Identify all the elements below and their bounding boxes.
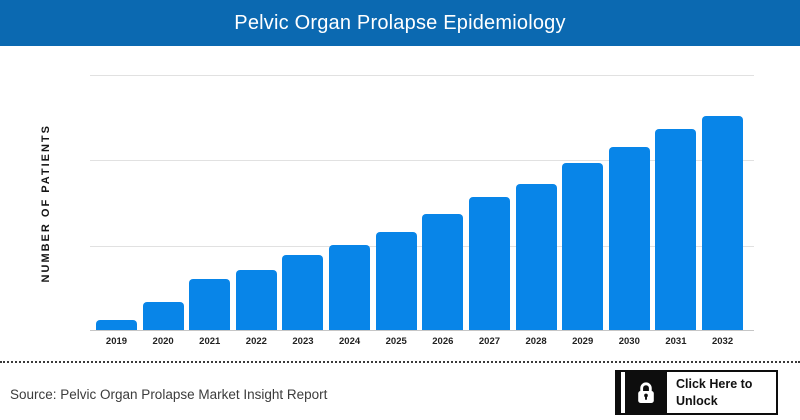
bar-2021 (189, 278, 231, 330)
gridline (90, 75, 754, 76)
bar-2031 (655, 128, 697, 330)
bar-2019 (96, 319, 137, 330)
unlock-label-line1: Click Here to (676, 377, 753, 392)
bar-2032 (702, 115, 744, 330)
lock-icon (625, 372, 667, 413)
plot-area: 2019 2020 2021 2022 2023 2024 2025 2026 2027 2028… (90, 75, 754, 347)
bar-2027 (468, 196, 510, 330)
unlock-button-label: Click Here to Unlock (667, 372, 776, 413)
x-tick-2023: 2023 (292, 336, 314, 347)
x-tick-2027: 2027 (478, 336, 501, 347)
bar-2029 (562, 162, 604, 330)
x-tick-2021: 2021 (199, 336, 221, 347)
bar-2025 (375, 231, 417, 330)
y-axis-label: NUMBER OF PATIENTS (40, 123, 52, 283)
button-left-stripe (617, 372, 621, 413)
bar-2020 (142, 301, 184, 330)
x-tick-2031: 2031 (665, 336, 687, 347)
x-tick-2024: 2024 (339, 336, 361, 347)
gridline (90, 245, 754, 247)
button-gap (621, 372, 625, 413)
bar-2023 (282, 254, 324, 330)
unlock-button[interactable]: Click Here to Unlock (615, 370, 778, 415)
x-tick-2032: 2032 (711, 336, 734, 347)
bar-2028 (515, 184, 557, 330)
page-title: Pelvic Organ Prolapse Epidemiology (234, 11, 566, 34)
bar-2022 (235, 270, 277, 330)
x-tick-2028: 2028 (525, 336, 547, 347)
x-tick-2019: 2019 (105, 336, 128, 347)
source-text: Source: Pelvic Organ Prolapse Market Ins… (10, 387, 328, 402)
bar-2030 (608, 147, 650, 330)
unlock-label-line2: Unlock (676, 393, 718, 408)
gridline (90, 160, 754, 162)
dotted-divider (0, 361, 800, 363)
header-banner: Pelvic Organ Prolapse Epidemiology (0, 0, 800, 46)
x-tick-2026: 2026 (432, 336, 454, 347)
x-tick-2020: 2020 (152, 336, 174, 347)
bar-2024 (329, 244, 371, 330)
x-tick-2029: 2029 (572, 336, 594, 347)
x-tick-2025: 2025 (385, 336, 407, 347)
x-tick-2030: 2030 (618, 336, 640, 347)
bar-2026 (422, 213, 464, 330)
x-tick-2022: 2022 (245, 336, 267, 347)
